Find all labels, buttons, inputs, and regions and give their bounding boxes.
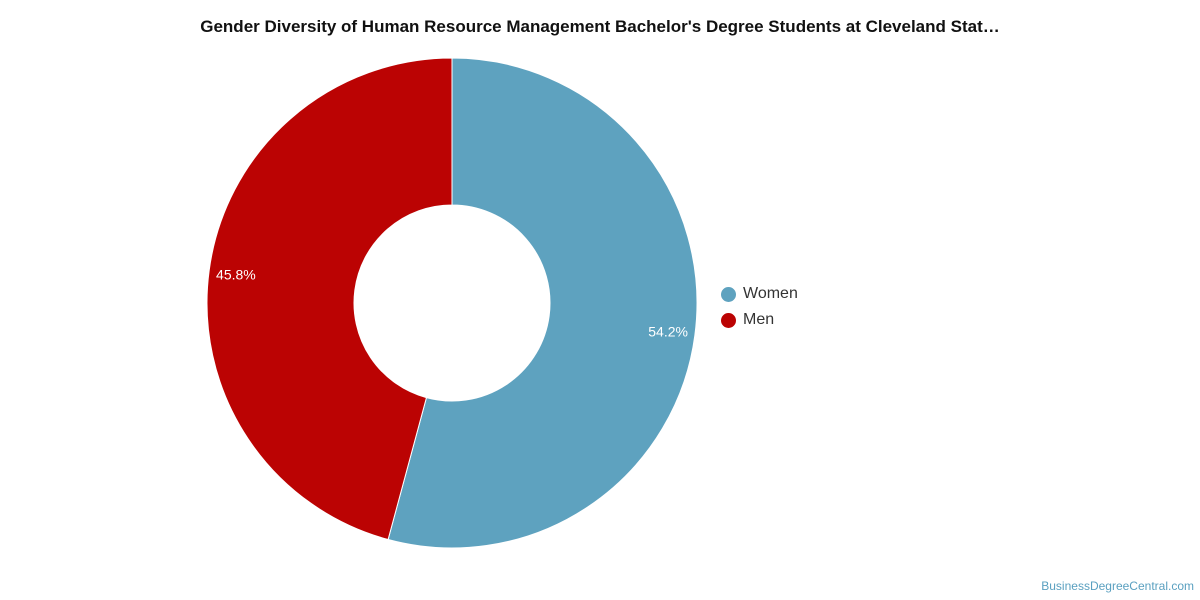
legend-label-women: Women — [743, 285, 798, 302]
slice-women[interactable] — [387, 57, 698, 549]
legend-swatch-men — [721, 312, 736, 328]
legend-item-women[interactable]: Women — [721, 281, 798, 307]
slice-men[interactable] — [206, 57, 453, 541]
chart-title: Gender Diversity of Human Resource Manag… — [200, 17, 1000, 36]
slice-label-men: 45.8% — [216, 266, 256, 282]
legend-swatch-women — [721, 286, 736, 302]
watermark: BusinessDegreeCentral.com — [1041, 579, 1194, 593]
legend-item-men[interactable]: Men — [721, 307, 798, 333]
chart-legend: Women Men — [721, 281, 798, 333]
slice-label-women: 54.2% — [648, 324, 688, 340]
legend-label-men: Men — [743, 311, 775, 328]
